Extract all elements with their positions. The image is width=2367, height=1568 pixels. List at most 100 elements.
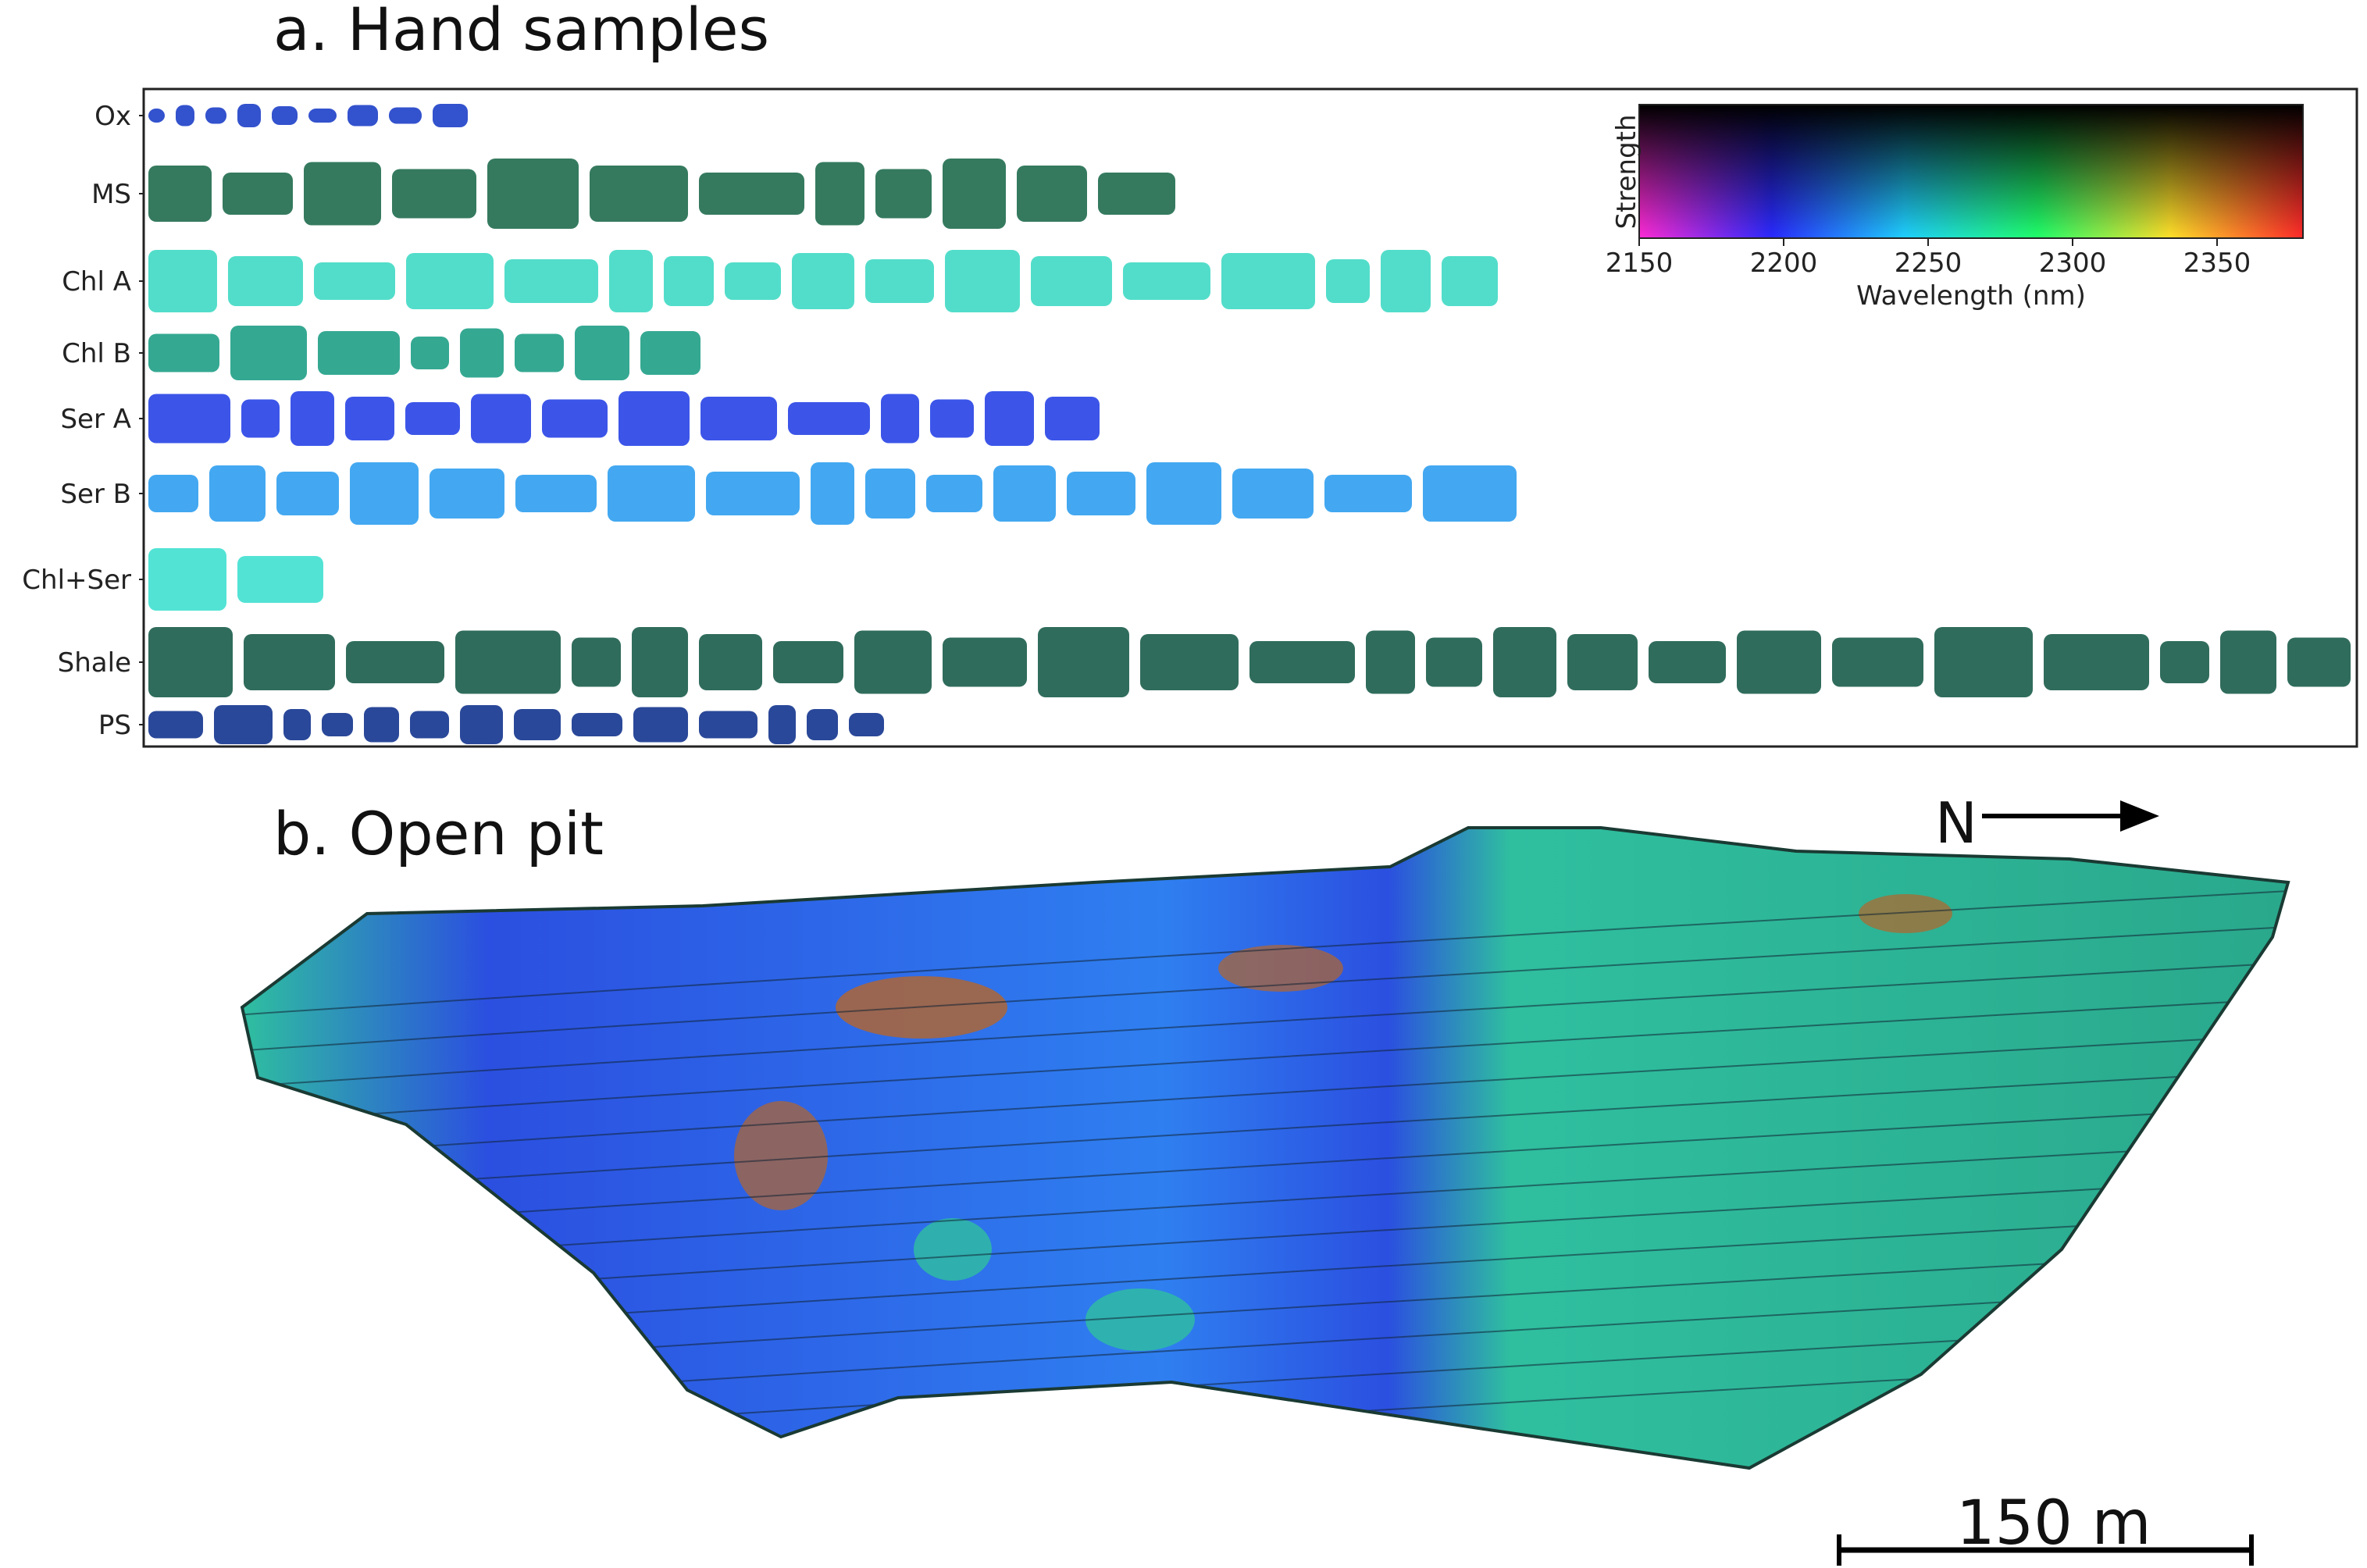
row-label: Chl+Ser [22,565,131,596]
hand-sample [1017,166,1087,222]
hand-sample [1123,262,1210,300]
hand-sample [411,337,449,369]
hand-sample [487,159,579,229]
row-label: Chl A [62,266,131,298]
hand-sample [700,397,777,440]
hand-sample [1067,472,1135,515]
hand-sample [725,262,781,300]
bench-line [242,961,2288,1088]
hand-sample [807,709,838,740]
hand-sample [515,475,597,512]
hand-sample [405,402,460,435]
hand-sample [849,713,884,736]
hand-sample [699,634,762,690]
hand-sample [322,713,353,736]
hand-sample [572,637,621,687]
hand-sample [2160,641,2209,683]
hand-sample [214,705,273,744]
hand-sample [640,331,700,375]
colorbar-ylabel: Strength [1611,114,1642,229]
hand-sample [609,250,653,312]
colorbar-tick-label: 2150 [1606,248,1674,279]
hand-sample [230,326,307,380]
hand-sample [1221,253,1315,309]
hand-sample [1140,634,1239,690]
hand-sample [1232,469,1314,519]
hand-sample [664,256,714,306]
hand-sample [392,169,476,219]
hand-sample [1737,630,1821,694]
hand-sample [768,705,796,744]
hand-sample [410,711,449,739]
hand-sample [237,104,261,127]
hand-sample [608,465,695,522]
hand-sample [205,107,226,124]
hand-sample [2220,630,2276,694]
scale-bar [1837,1534,2254,1566]
colorbar-tick-label: 2250 [1895,248,1962,279]
hand-sample [471,394,531,444]
hand-sample [455,630,561,694]
hand-sample [148,711,203,739]
hand-sample [993,465,1056,522]
colorbar-tick-label: 2350 [2183,248,2251,279]
hand-sample [272,106,298,125]
hand-sample [350,462,419,525]
pit-surface [242,828,2288,1468]
hand-sample [148,166,212,222]
hand-sample [815,162,864,226]
hand-sample [773,641,843,683]
hand-sample [1045,397,1100,440]
hand-sample [1649,641,1726,683]
hand-sample [291,391,334,446]
row-label: Ser B [60,479,131,510]
colorbar-tick-label: 2200 [1750,248,1818,279]
oxide-patch [1218,945,1343,992]
colorbar-fade [1639,105,2303,238]
hand-sample [223,173,293,215]
hand-sample [304,162,381,226]
hand-sample [1381,250,1431,312]
row-label: Shale [58,647,131,679]
bench-line [242,1069,2288,1196]
hand-sample [318,331,400,375]
north-arrow-head [2120,800,2159,832]
hand-sample [618,391,690,446]
pit-outline [240,826,2290,1470]
bench-line [242,1033,2288,1160]
row-label: Chl B [62,338,131,369]
hand-sample [2044,634,2149,690]
hand-sample [881,394,919,444]
hand-sample [1031,256,1112,306]
hand-sample [276,472,339,515]
hand-sample [148,548,226,611]
hand-sample [865,469,915,519]
chlorite-patch [914,1218,992,1281]
hand-sample [985,391,1034,446]
colorbar-tick-label: 2300 [2039,248,2107,279]
colorbar-frame [1638,104,2304,239]
hand-sample [1567,634,1638,690]
hand-sample [1426,637,1482,687]
hand-sample [1832,637,1923,687]
hand-sample [788,402,870,435]
hand-samples-panel: Ox MS Chl A Chl B Ser A Ser B Chl+Ser Shale PS S… [22,87,2358,748]
oxide-patch [734,1101,828,1210]
chlorite-patch [1085,1288,1195,1351]
hand-sample [1366,630,1415,694]
hand-sample [364,707,399,743]
hand-sample [148,333,219,372]
hand-sample [228,256,303,306]
colorbar-ticks: 2150 2200 2250 2300 2350 [1606,238,2251,279]
hand-sample [148,627,233,697]
hand-sample [345,397,394,440]
hand-sample [176,105,194,127]
hand-sample [406,253,494,309]
hand-sample [943,637,1027,687]
oxide-patch [1859,894,1952,933]
hand-sample [792,253,854,309]
hand-sample [1493,627,1556,697]
hand-sample [308,109,337,123]
colorbar-xlabel: Wavelength (nm) [1856,280,2086,312]
